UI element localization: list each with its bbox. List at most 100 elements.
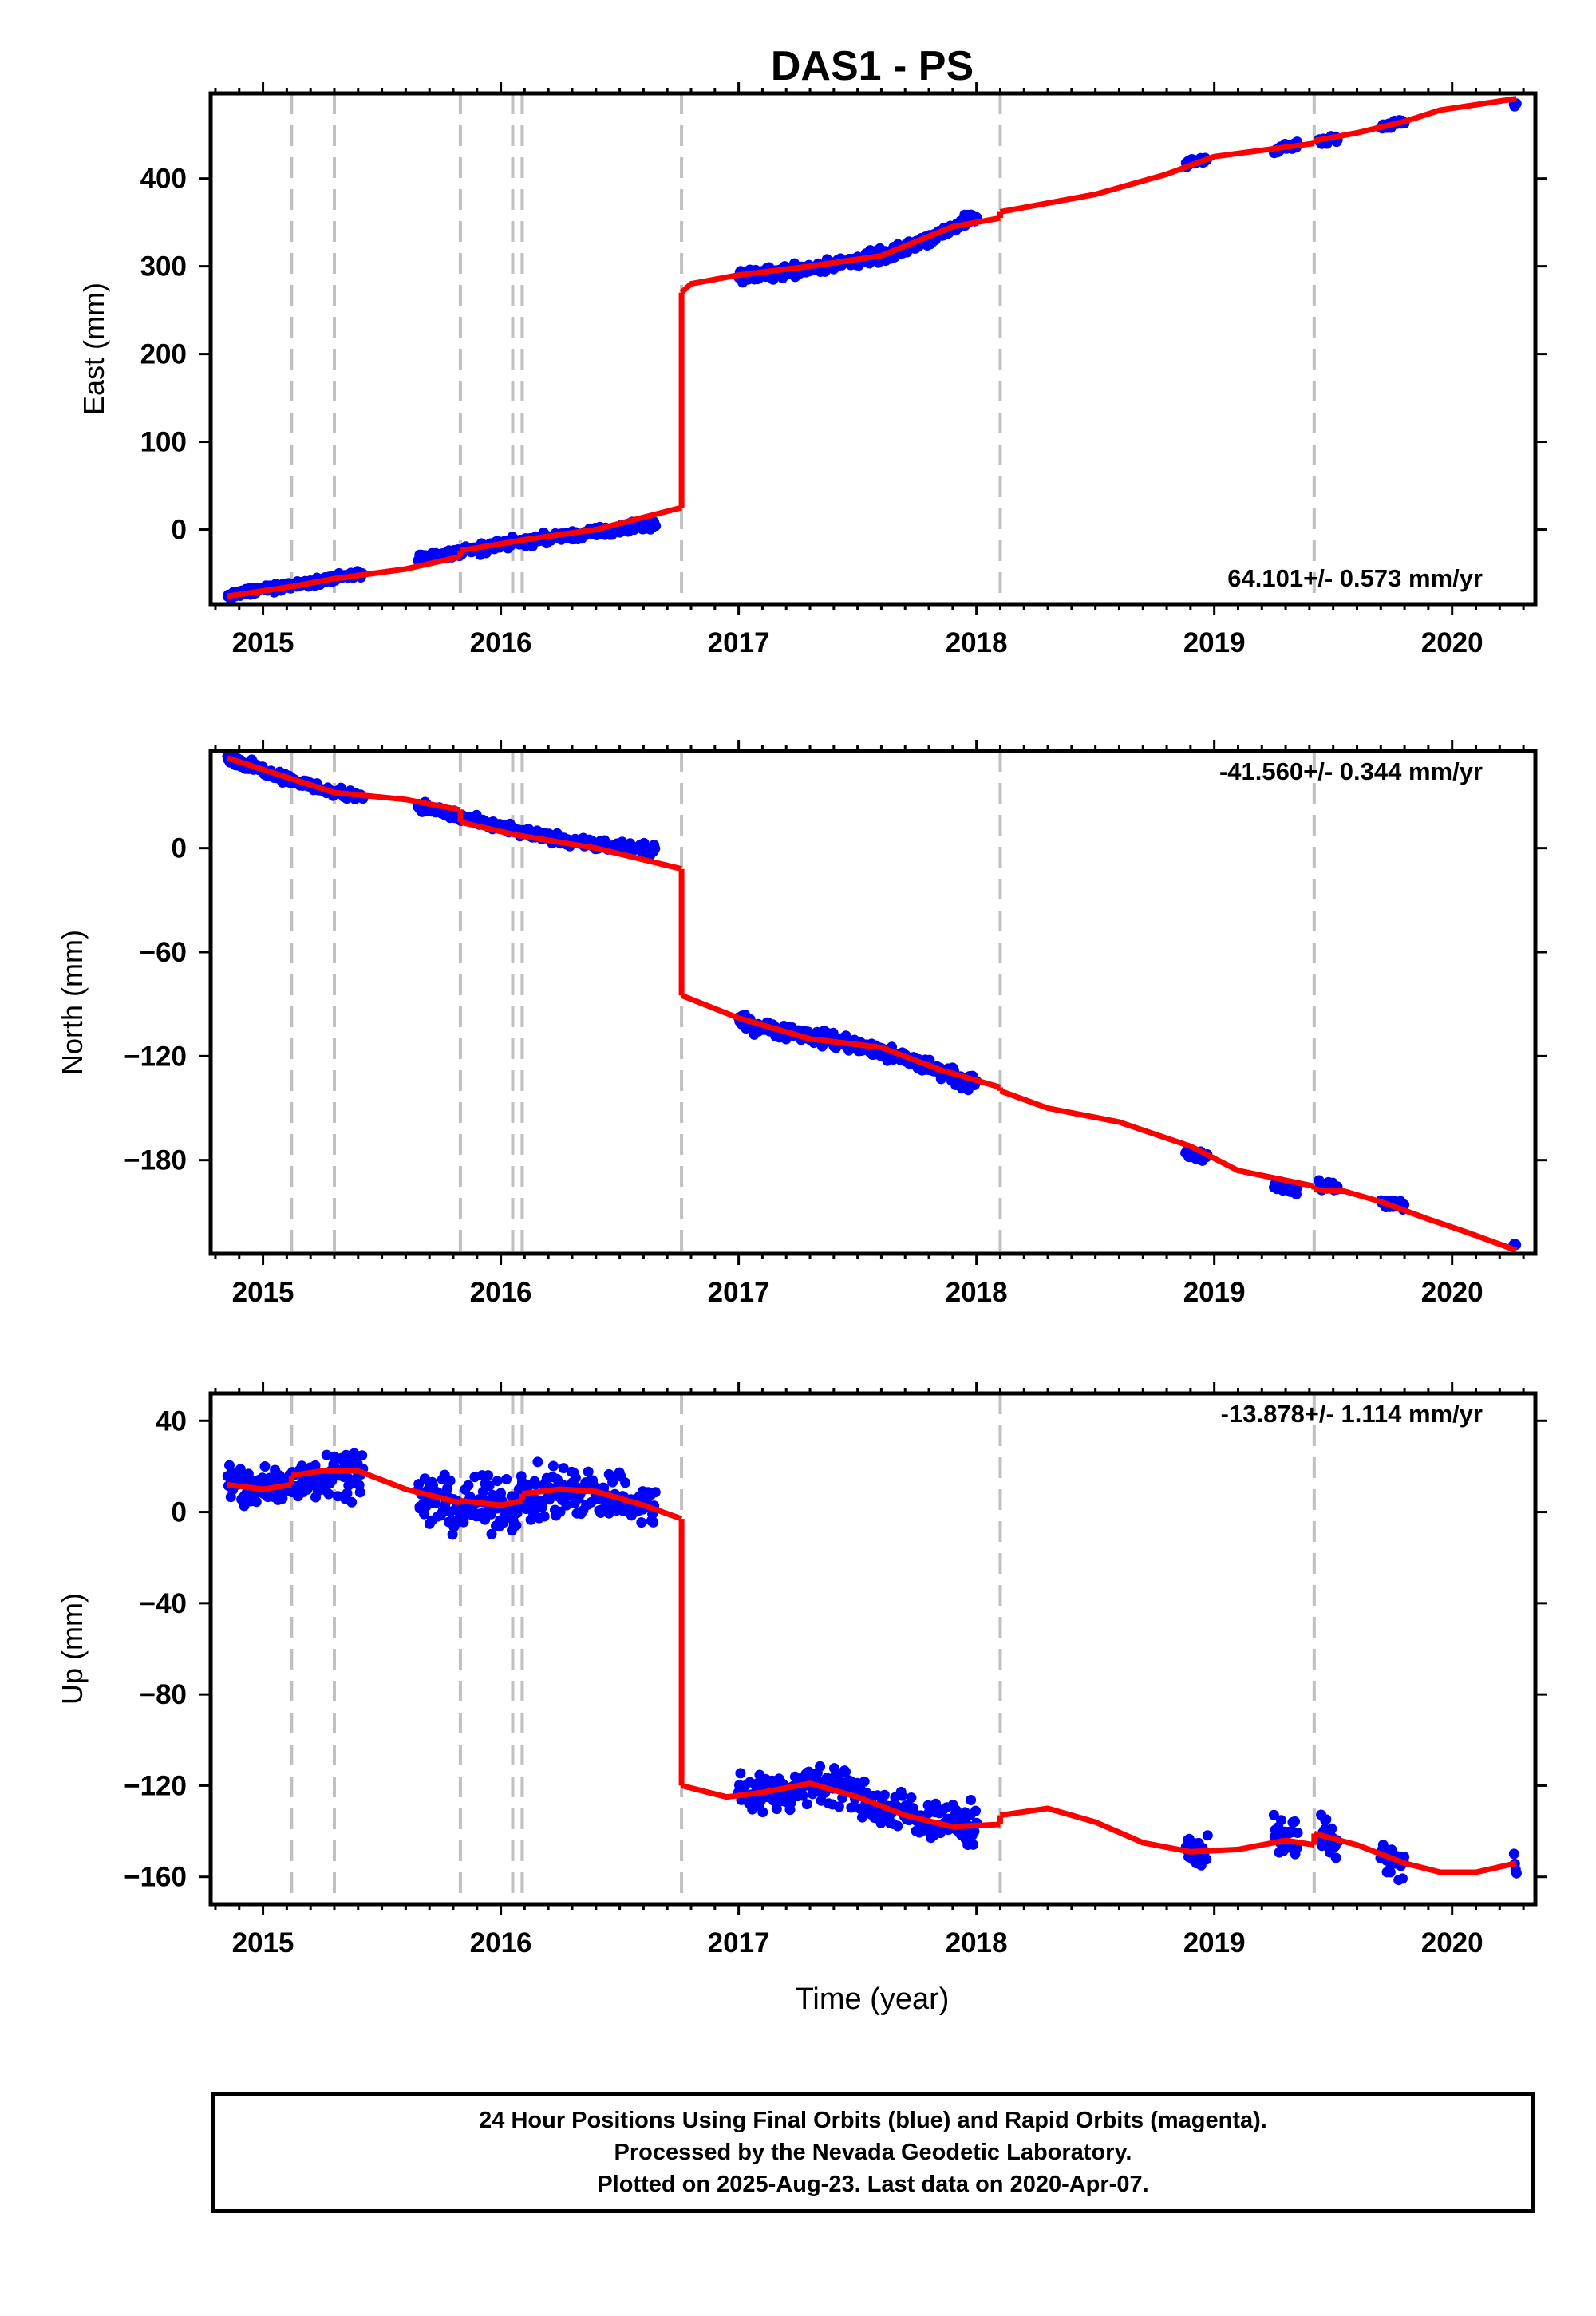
east-model-line-3 bbox=[999, 140, 1315, 215]
up-data-point bbox=[537, 1502, 547, 1512]
up-data-point bbox=[419, 1508, 430, 1520]
up-data-point bbox=[896, 1790, 907, 1801]
up-data-point bbox=[1385, 1867, 1396, 1878]
up-data-point bbox=[555, 1506, 566, 1517]
up-data-point bbox=[458, 1516, 469, 1528]
up-model-line-2 bbox=[460, 1497, 523, 1508]
north-y-tick-label: −120 bbox=[124, 1041, 187, 1072]
north-y-axis-label: North (mm) bbox=[56, 930, 89, 1075]
up-data-point bbox=[1326, 1823, 1337, 1834]
up-data-point bbox=[1292, 1828, 1303, 1838]
east-y-tick-label: 400 bbox=[140, 164, 187, 195]
up-data-point bbox=[483, 1470, 494, 1481]
footer-line-3: Plotted on 2025-Aug-23. Last data on 202… bbox=[597, 2172, 1149, 2197]
east-model-line-0 bbox=[227, 554, 461, 599]
east-data-point bbox=[650, 520, 662, 532]
up-data-point bbox=[544, 1494, 555, 1505]
up-y-tick-label: −80 bbox=[140, 1679, 187, 1710]
up-data-point bbox=[801, 1799, 812, 1810]
up-data-point bbox=[532, 1456, 543, 1468]
up-data-point bbox=[539, 1511, 550, 1522]
up-data-point bbox=[1397, 1873, 1408, 1884]
up-data-point bbox=[558, 1463, 569, 1474]
up-data-point bbox=[430, 1498, 441, 1509]
up-y-tick-label: −120 bbox=[124, 1770, 187, 1801]
north-y-tick-label: −60 bbox=[140, 937, 187, 968]
footer-line-2: Processed by the Nevada Geodetic Laborat… bbox=[614, 2140, 1132, 2165]
up-data-point bbox=[797, 1790, 808, 1801]
up-data-point bbox=[757, 1807, 768, 1818]
up-data-point bbox=[323, 1488, 334, 1500]
east-y-tick-label: 300 bbox=[140, 251, 187, 283]
up-data-point bbox=[1330, 1852, 1341, 1863]
up-data-point bbox=[486, 1528, 497, 1539]
up-data-point bbox=[833, 1801, 844, 1812]
up-data-point bbox=[444, 1475, 456, 1486]
up-data-point bbox=[859, 1776, 870, 1787]
chart-title: DAS1 - PS bbox=[771, 43, 974, 89]
up-data-point bbox=[648, 1516, 659, 1528]
x-axis-label: Time (year) bbox=[796, 1982, 950, 2016]
north-rate-label: -41.560+/- 0.344 mm/yr bbox=[1219, 757, 1483, 785]
up-data-point bbox=[501, 1474, 512, 1484]
up-data-point bbox=[235, 1464, 246, 1475]
north-x-tick-label: 2016 bbox=[470, 1277, 532, 1308]
north-x-tick-label: 2017 bbox=[708, 1277, 770, 1308]
east-model-line-2 bbox=[679, 215, 1001, 295]
east-x-tick-label: 2018 bbox=[946, 627, 1008, 658]
north-x-tick-label: 2015 bbox=[232, 1277, 294, 1308]
east-x-tick-label: 2015 bbox=[232, 627, 294, 658]
east-frame bbox=[208, 91, 1538, 607]
up-data-point bbox=[583, 1466, 594, 1477]
up-data-point bbox=[511, 1520, 522, 1531]
east-x-tick-label: 2020 bbox=[1421, 627, 1483, 658]
up-data-point bbox=[879, 1789, 890, 1800]
up-y-tick-label: 0 bbox=[172, 1497, 187, 1528]
up-model-line-5 bbox=[999, 1805, 1315, 1855]
east-y-tick-label: 100 bbox=[140, 427, 187, 458]
east-x-tick-label: 2016 bbox=[470, 627, 532, 658]
up-data-point bbox=[447, 1529, 458, 1540]
up-data-point bbox=[875, 1817, 887, 1828]
up-data-point bbox=[1321, 1814, 1332, 1825]
up-data-point bbox=[512, 1508, 523, 1519]
up-data-point bbox=[607, 1476, 618, 1488]
up-data-point bbox=[966, 1795, 977, 1805]
up-data-point bbox=[1268, 1809, 1279, 1820]
up-data-point bbox=[906, 1792, 917, 1803]
up-model-line-4 bbox=[681, 1780, 1001, 1830]
up-model-line-3 bbox=[521, 1486, 683, 1522]
up-data-point bbox=[970, 1805, 981, 1816]
north-x-tick-label: 2018 bbox=[946, 1277, 1008, 1308]
up-data-point bbox=[650, 1487, 661, 1498]
up-y-tick-label: −160 bbox=[124, 1862, 187, 1893]
up-data-point bbox=[321, 1449, 332, 1460]
north-y-tick-label: −180 bbox=[124, 1145, 187, 1176]
east-x-tick-label: 2019 bbox=[1183, 627, 1246, 658]
north-model-line-1 bbox=[460, 819, 682, 872]
up-data-point bbox=[547, 1460, 559, 1472]
up-data-point bbox=[442, 1483, 452, 1494]
up-data-point bbox=[346, 1496, 358, 1508]
up-data-point bbox=[785, 1797, 796, 1808]
up-data-point bbox=[349, 1448, 360, 1459]
up-y-tick-label: −40 bbox=[140, 1588, 187, 1619]
up-data-point bbox=[969, 1826, 980, 1837]
up-data-point bbox=[570, 1472, 581, 1484]
north-model-line-2 bbox=[680, 993, 1001, 1090]
north-x-tick-label: 2020 bbox=[1421, 1277, 1483, 1308]
up-data-point bbox=[530, 1479, 541, 1490]
east-rate-label: 64.101+/- 0.573 mm/yr bbox=[1227, 564, 1483, 592]
up-data-point bbox=[259, 1461, 271, 1472]
up-data-point bbox=[1511, 1867, 1522, 1879]
up-y-axis-label: Up (mm) bbox=[56, 1593, 89, 1705]
up-data-point bbox=[357, 1450, 368, 1461]
north-model-line-3 bbox=[999, 1088, 1315, 1189]
up-data-point bbox=[636, 1517, 647, 1528]
up-data-point bbox=[968, 1839, 978, 1850]
up-data-point bbox=[1290, 1816, 1300, 1827]
north-y-tick-label: 0 bbox=[172, 833, 187, 864]
up-data-point bbox=[463, 1480, 474, 1491]
up-data-point bbox=[251, 1496, 262, 1508]
